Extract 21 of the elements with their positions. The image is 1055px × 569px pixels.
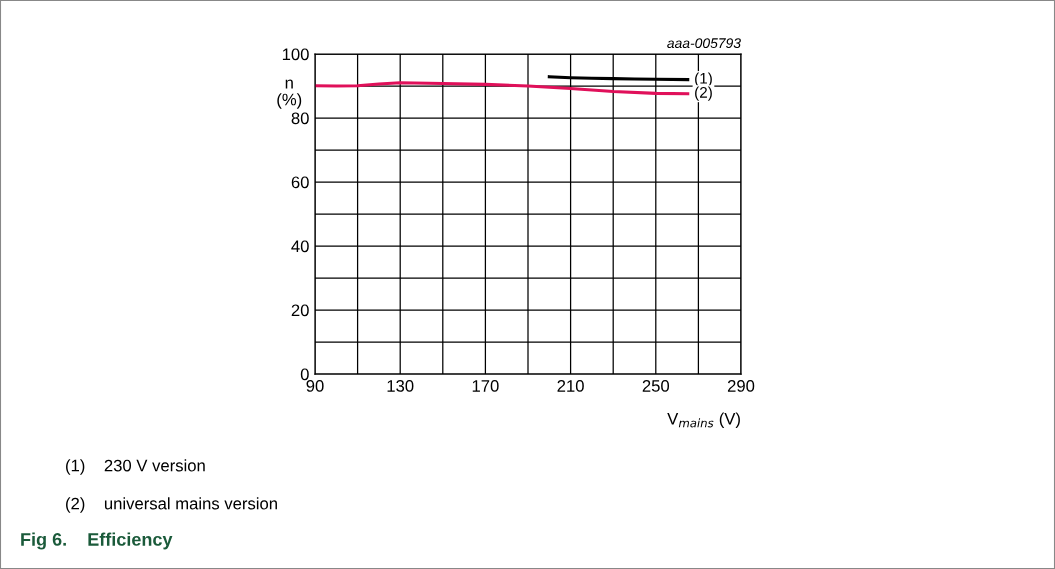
x-tick-label: 90 — [306, 380, 324, 392]
text: aaa-005793 — [667, 38, 741, 49]
series-label: (1) — [695, 72, 712, 87]
x-tick-label: 250 — [642, 380, 670, 392]
x-tick-label: 290 — [727, 380, 755, 392]
x-tick-label: 170 — [472, 380, 499, 392]
x-tick-label: 210 — [557, 380, 584, 392]
y-tick-label: 100 — [282, 48, 309, 61]
text: (1) 230 V version — [66, 459, 205, 475]
x-tick-label: 130 — [387, 380, 414, 392]
y-tick-label: 40 — [291, 240, 309, 253]
text: Fig 6. Efficiency — [21, 532, 173, 550]
series-label: (2) — [695, 86, 712, 101]
y-tick-label: 20 — [291, 304, 309, 317]
text: (2) universal mains version — [66, 497, 277, 513]
y-tick-label: 60 — [291, 176, 309, 189]
line-series — [315, 81, 690, 96]
y-tick-label: 0 — [300, 368, 309, 381]
x-axis-title: V$_{mains}$ (V) — [667, 412, 740, 428]
y-tick-label: 80 — [291, 112, 309, 125]
y-axis-title: n (%) — [277, 79, 302, 109]
